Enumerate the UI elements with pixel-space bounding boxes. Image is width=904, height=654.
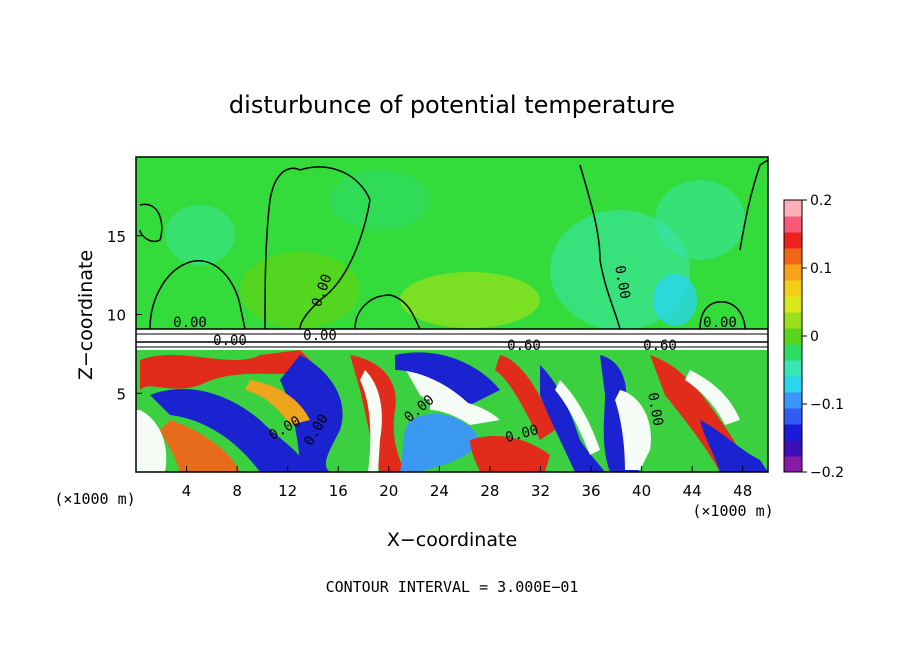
contour-label: 0.00 [303,328,337,344]
contour-label: 0.00 [611,264,633,300]
x-tick-label: 24 [430,482,449,500]
x-axis: 4 8 12 16 20 24 28 32 36 40 44 48 [182,466,752,500]
contour-lines [139,159,768,330]
colorbar-tick-label: 0.1 [810,261,832,277]
x-tick-label: 32 [531,482,550,500]
colorbar-swatch [784,456,802,473]
heatmap-field [136,157,768,472]
colorbar-swatch [784,360,802,377]
y-tick-label: 10 [107,307,126,325]
x-axis-label: X−coordinate [387,529,517,551]
colorbar-swatch [784,312,802,329]
contour-label: 0.00 [173,315,207,331]
colorbar-swatch [784,392,802,409]
colorbar-swatch [784,328,802,345]
colorbar-tick-label: −0.2 [810,465,844,481]
colorbar-swatch [784,248,802,265]
contour-label: 0.60 [507,338,541,354]
colorbar-tick-label: 0 [810,329,819,345]
colorbar-swatch [784,264,802,281]
y-tick-label: 15 [107,228,126,246]
chart-title: disturbunce of potential temperature [229,91,675,119]
colorbar-swatch [784,408,802,425]
x-unit-right: (×1000 m) [692,502,773,520]
x-tick-label: 44 [683,482,702,500]
x-tick-label: 36 [581,482,600,500]
x-tick-label: 8 [232,482,242,500]
x-tick-label: 4 [182,482,192,500]
colorbar-swatch [784,200,802,217]
colorbar-swatch [784,344,802,361]
colorbar-swatch [784,424,802,441]
contour-label: 0.00 [703,315,737,331]
colorbar-tick-label: −0.1 [810,397,844,413]
contour-label: 0.60 [643,338,677,354]
x-tick-label: 20 [379,482,398,500]
contour-label: 0.00 [644,391,666,427]
colorbar-swatch [784,232,802,249]
colorbar-swatch [784,296,802,313]
colorbar-swatch [784,216,802,233]
contour-label: 0.00 [213,333,247,349]
colorbar-tick-label: 0.2 [810,193,832,209]
colorbar-ticks: 0.2 0.1 0 −0.1 −0.2 [802,193,844,481]
colorbar [783,199,803,473]
colorbar-swatch [784,440,802,457]
y-axis: 5 10 15 [107,228,142,403]
contour-interval-note: CONTOUR INTERVAL = 3.000E−01 [326,578,579,596]
x-tick-label: 40 [632,482,651,500]
x-tick-label: 28 [480,482,499,500]
x-tick-label: 16 [329,482,348,500]
x-tick-label: 48 [733,482,752,500]
colorbar-swatch [784,376,802,393]
y-axis-label: Z−coordinate [75,250,97,380]
y-tick-label: 5 [116,385,126,403]
colorbar-swatch [784,280,802,297]
x-unit-left: (×1000 m) [54,490,135,508]
x-tick-label: 12 [278,482,297,500]
